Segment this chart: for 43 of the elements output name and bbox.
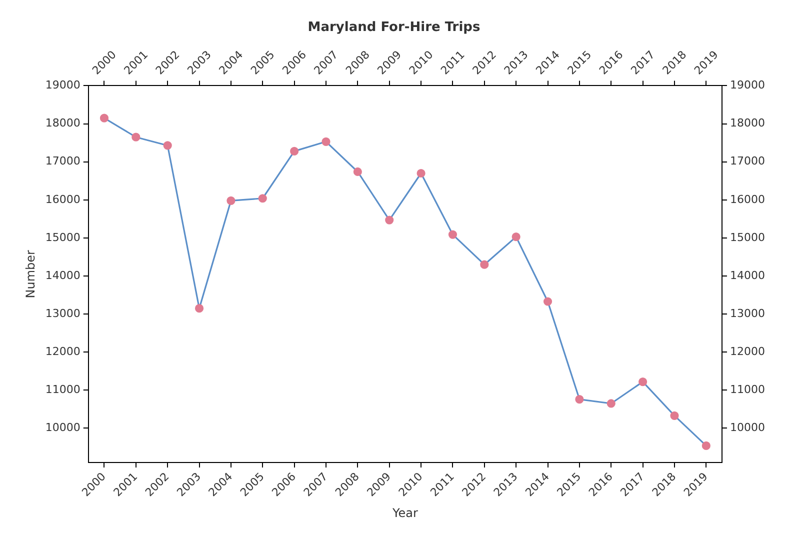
y-tick-label: 16000 bbox=[45, 192, 80, 206]
chart-title: Maryland For-Hire Trips bbox=[308, 20, 480, 36]
y2-tick-label: 19000 bbox=[730, 78, 766, 92]
point bbox=[226, 196, 236, 205]
point bbox=[258, 194, 267, 203]
y2-tick-label: 12000 bbox=[730, 344, 766, 358]
point bbox=[416, 168, 426, 178]
point bbox=[385, 216, 394, 224]
point bbox=[448, 230, 458, 239]
point bbox=[702, 441, 710, 450]
point bbox=[290, 146, 299, 156]
point bbox=[194, 304, 204, 313]
y2-tick-label: 14000 bbox=[730, 268, 766, 282]
y-tick-label: 17000 bbox=[45, 154, 80, 168]
point bbox=[132, 132, 140, 142]
y-tick-label: 15000 bbox=[45, 230, 80, 244]
point bbox=[543, 297, 552, 306]
y-tick-label: 19000 bbox=[45, 78, 80, 92]
y-tick-label: 13000 bbox=[45, 306, 80, 320]
point bbox=[606, 399, 616, 408]
point bbox=[670, 411, 679, 420]
y2-tick-label: 13000 bbox=[730, 306, 766, 320]
y2-tick-label: 11000 bbox=[730, 383, 766, 396]
y2-tick-label: 15000 bbox=[730, 230, 766, 244]
y2-tick-label: 17000 bbox=[730, 154, 766, 168]
point bbox=[322, 137, 330, 146]
point bbox=[353, 167, 362, 176]
point bbox=[575, 395, 584, 404]
y-tick-label: 10000 bbox=[45, 421, 80, 434]
point bbox=[480, 260, 489, 269]
y2-tick-label: 16000 bbox=[730, 192, 766, 206]
point bbox=[100, 114, 109, 122]
point bbox=[163, 141, 172, 150]
y2-tick-label: 18000 bbox=[730, 116, 766, 130]
y2-tick-label: 10000 bbox=[730, 421, 766, 434]
y-axis-title: Number bbox=[23, 250, 38, 298]
y-tick-label: 14000 bbox=[45, 268, 80, 282]
x-axis-title: Year bbox=[391, 506, 418, 520]
point bbox=[512, 232, 520, 242]
y-tick-label: 18000 bbox=[45, 116, 80, 130]
y-tick-label: 11000 bbox=[45, 383, 80, 396]
point bbox=[638, 377, 648, 386]
y-tick-label: 12000 bbox=[45, 344, 80, 358]
